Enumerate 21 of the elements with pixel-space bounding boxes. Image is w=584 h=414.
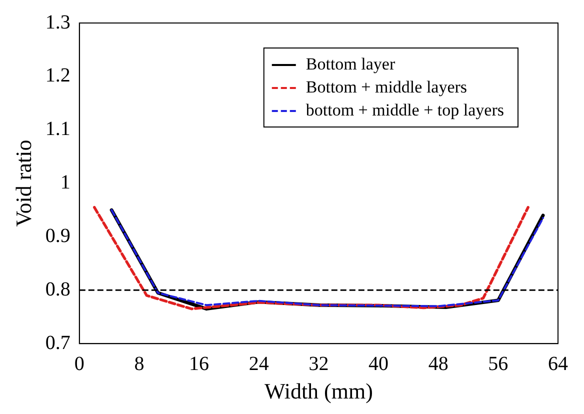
y-tick-label: 0.9 [45,224,70,247]
x-tick-label: 56 [488,352,508,375]
legend-label: Bottom layer [306,54,396,74]
y-tick-label: 0.7 [45,332,70,354]
x-tick-label: 24 [248,352,269,375]
x-tick-label: 40 [368,352,389,375]
x-axis-title: Width (mm) [264,378,373,404]
x-tick-label: 64 [548,352,568,375]
x-tick-label: 48 [428,352,448,375]
y-tick-label: 1 [60,172,70,194]
y-axis-title: Void ratio [10,140,36,227]
x-tick-label: 8 [134,352,144,375]
y-tick-label: 1.1 [45,118,70,140]
x-tick-label: 0 [74,352,84,375]
legend-label: Bottom + middle layers [306,77,468,96]
legend-label: bottom + middle + top layers [306,100,504,120]
y-tick-label: 0.8 [45,278,70,300]
y-tick-label: 1.3 [45,11,70,34]
x-tick-label: 16 [189,352,210,375]
x-tick-label: 32 [308,352,329,375]
y-tick-label: 1.2 [45,64,70,87]
